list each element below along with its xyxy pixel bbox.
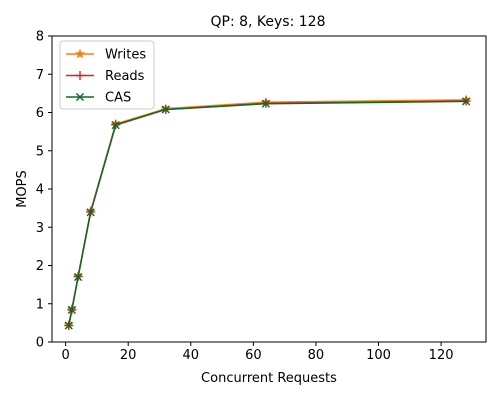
data-point-cas xyxy=(67,305,76,314)
x-tick-label: 40 xyxy=(183,348,200,363)
legend-label-cas: CAS xyxy=(105,91,131,106)
series-line-reads xyxy=(68,100,467,326)
legend-marker-reads xyxy=(75,71,85,80)
legend: Writes Reads CAS xyxy=(59,40,155,110)
plot-area xyxy=(63,94,472,331)
x-tick-label: 80 xyxy=(308,348,325,363)
y-tick-label: 3 xyxy=(36,221,44,236)
legend-marker-cas xyxy=(75,92,85,102)
y-axis-label: MOPS xyxy=(15,170,30,208)
data-point-cas xyxy=(64,321,73,330)
data-point-cas xyxy=(261,99,270,108)
data-point-cas xyxy=(462,97,471,106)
x-tick-label: 0 xyxy=(61,348,69,363)
series-line-writes xyxy=(68,99,467,325)
legend-marker-writes xyxy=(74,48,86,59)
x-tick-label: 100 xyxy=(366,348,391,363)
legend-label-writes: Writes xyxy=(105,48,146,63)
data-point-cas xyxy=(161,105,170,114)
y-tick-label: 6 xyxy=(36,106,44,121)
x-tick-label: 20 xyxy=(120,348,137,363)
legend-box xyxy=(59,40,155,110)
y-tick-label: 7 xyxy=(36,68,44,83)
axes: 0 20 40 60 80 100 120 0 1 2 3 4 5 6 7 8 xyxy=(36,30,454,364)
x-tick-label: 120 xyxy=(429,348,454,363)
y-tick-label: 4 xyxy=(36,183,44,198)
x-axis-label: Concurrent Requests xyxy=(201,371,337,386)
y-tick-label: 1 xyxy=(36,297,44,312)
y-tick-label: 8 xyxy=(36,30,44,45)
y-tick-label: 0 xyxy=(36,336,44,351)
y-tick-label: 2 xyxy=(36,259,44,274)
series-line-cas xyxy=(68,100,467,326)
data-point-cas xyxy=(86,208,95,217)
legend-label-reads: Reads xyxy=(105,69,145,84)
data-point-cas xyxy=(111,121,120,130)
data-point-cas xyxy=(74,272,83,282)
y-tick-label: 5 xyxy=(36,144,44,159)
x-tick-label: 60 xyxy=(245,348,262,363)
chart-title: QP: 8, Keys: 128 xyxy=(210,14,325,30)
